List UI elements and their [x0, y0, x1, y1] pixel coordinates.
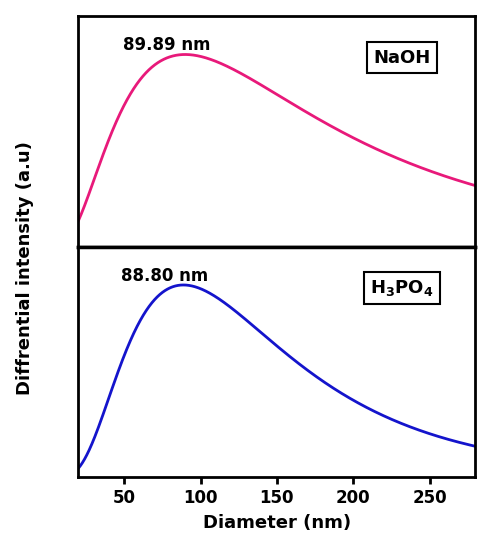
Text: $\mathbf{H_3PO_4}$: $\mathbf{H_3PO_4}$	[370, 278, 434, 298]
X-axis label: Diameter (nm): Diameter (nm)	[203, 514, 351, 532]
Text: Diffrential intensity (a.u): Diffrential intensity (a.u)	[16, 141, 33, 395]
Text: 88.80 nm: 88.80 nm	[122, 267, 209, 285]
Text: NaOH: NaOH	[373, 49, 431, 66]
Text: 89.89 nm: 89.89 nm	[123, 36, 211, 54]
